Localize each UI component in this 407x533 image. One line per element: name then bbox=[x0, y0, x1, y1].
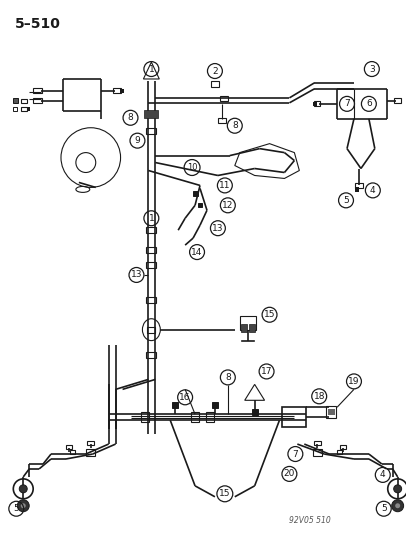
Bar bbox=[33, 99, 42, 103]
Text: 7: 7 bbox=[293, 449, 298, 458]
Bar bbox=[147, 297, 156, 303]
Text: 15: 15 bbox=[264, 310, 275, 319]
Bar bbox=[66, 445, 72, 449]
Text: 8: 8 bbox=[232, 121, 238, 130]
Bar bbox=[13, 107, 17, 111]
Text: 5–510: 5–510 bbox=[15, 17, 61, 31]
Text: 5: 5 bbox=[343, 196, 349, 205]
Text: 16: 16 bbox=[179, 393, 191, 402]
Circle shape bbox=[19, 485, 27, 493]
Bar bbox=[340, 445, 346, 449]
Text: 2: 2 bbox=[212, 67, 218, 76]
Bar bbox=[328, 409, 335, 415]
Text: 4: 4 bbox=[370, 186, 376, 195]
Text: 11: 11 bbox=[219, 181, 231, 190]
Bar bbox=[191, 412, 199, 422]
Bar bbox=[147, 128, 156, 134]
Bar bbox=[326, 406, 336, 418]
Text: 12: 12 bbox=[222, 201, 234, 210]
Bar bbox=[33, 88, 42, 93]
Bar bbox=[211, 81, 219, 87]
Bar bbox=[21, 107, 27, 111]
Bar bbox=[240, 316, 256, 330]
Circle shape bbox=[395, 503, 400, 508]
Bar bbox=[212, 402, 218, 408]
Text: 92V05 510: 92V05 510 bbox=[289, 516, 331, 525]
Circle shape bbox=[394, 485, 402, 493]
Bar bbox=[198, 203, 202, 207]
Text: 18: 18 bbox=[313, 392, 325, 401]
Text: 10: 10 bbox=[187, 163, 197, 172]
Bar bbox=[394, 99, 401, 103]
Text: 19: 19 bbox=[348, 377, 360, 386]
Bar bbox=[355, 183, 363, 188]
Text: 20: 20 bbox=[284, 470, 295, 479]
Bar bbox=[314, 441, 321, 445]
Text: 3: 3 bbox=[369, 64, 375, 74]
Bar bbox=[218, 118, 226, 123]
Bar bbox=[172, 402, 178, 408]
Bar bbox=[87, 441, 94, 445]
Text: 13: 13 bbox=[212, 224, 224, 233]
Text: 6: 6 bbox=[366, 99, 372, 108]
Bar bbox=[147, 247, 156, 253]
Bar bbox=[141, 412, 149, 422]
Bar bbox=[27, 107, 30, 111]
Bar bbox=[147, 227, 156, 233]
Bar bbox=[355, 188, 359, 192]
Text: 7: 7 bbox=[344, 99, 350, 108]
Circle shape bbox=[17, 500, 29, 512]
Bar bbox=[113, 88, 120, 93]
Text: 14: 14 bbox=[191, 247, 203, 256]
Circle shape bbox=[21, 503, 26, 508]
Bar bbox=[337, 450, 341, 454]
Bar bbox=[147, 262, 156, 268]
Text: 17: 17 bbox=[261, 367, 272, 376]
Bar bbox=[249, 324, 255, 332]
Text: 13: 13 bbox=[131, 270, 142, 279]
Bar bbox=[313, 449, 322, 456]
Text: 8: 8 bbox=[128, 114, 133, 122]
Bar bbox=[193, 191, 197, 196]
Bar bbox=[282, 407, 306, 427]
Text: 15: 15 bbox=[219, 489, 231, 498]
Text: 9: 9 bbox=[135, 136, 140, 145]
Bar bbox=[314, 101, 320, 107]
Bar bbox=[144, 110, 158, 118]
Bar bbox=[70, 450, 75, 454]
Circle shape bbox=[392, 500, 404, 512]
Bar bbox=[252, 409, 258, 415]
Text: 5: 5 bbox=[13, 504, 19, 513]
Text: 8: 8 bbox=[225, 373, 231, 382]
Text: 4: 4 bbox=[380, 471, 385, 479]
Text: 5: 5 bbox=[381, 504, 387, 513]
Bar bbox=[147, 327, 155, 333]
Bar bbox=[13, 99, 18, 103]
Bar bbox=[86, 449, 95, 456]
Bar bbox=[120, 89, 124, 93]
Bar bbox=[21, 99, 27, 103]
Bar bbox=[147, 352, 156, 358]
Bar bbox=[220, 96, 228, 101]
Text: 1: 1 bbox=[149, 64, 154, 74]
Text: 1: 1 bbox=[149, 214, 154, 223]
Bar bbox=[313, 102, 317, 106]
Bar bbox=[206, 412, 214, 422]
Bar bbox=[241, 324, 247, 332]
